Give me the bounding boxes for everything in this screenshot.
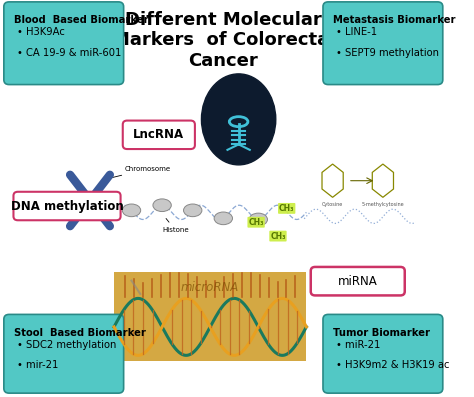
FancyBboxPatch shape — [311, 267, 405, 295]
Ellipse shape — [249, 213, 267, 226]
Ellipse shape — [214, 212, 232, 225]
Ellipse shape — [84, 196, 96, 205]
Ellipse shape — [122, 204, 141, 217]
Text: • LINE-1: • LINE-1 — [336, 27, 377, 37]
Text: Cytosine: Cytosine — [322, 202, 343, 207]
Text: miRNA: miRNA — [338, 275, 378, 288]
Text: • SEPT9 methylation: • SEPT9 methylation — [336, 48, 439, 58]
Text: CH₃: CH₃ — [270, 231, 286, 241]
FancyBboxPatch shape — [13, 192, 120, 220]
FancyBboxPatch shape — [323, 2, 443, 85]
FancyBboxPatch shape — [4, 2, 124, 85]
Text: 5-methylcytosine: 5-methylcytosine — [362, 202, 404, 207]
Text: DNA methylation: DNA methylation — [10, 200, 123, 212]
Text: Tumor Biomarker: Tumor Biomarker — [334, 328, 430, 338]
Ellipse shape — [183, 204, 202, 217]
Text: Histone: Histone — [162, 218, 189, 233]
Text: • CA 19-9 & miR-601: • CA 19-9 & miR-601 — [17, 48, 121, 58]
Text: Blood  Based Biomarker: Blood Based Biomarker — [14, 15, 149, 25]
FancyBboxPatch shape — [123, 121, 195, 149]
Text: Metastasis Biomarker: Metastasis Biomarker — [334, 15, 456, 25]
Text: Different Molecular
Markers  of Colorectal
Cancer: Different Molecular Markers of Colorecta… — [112, 11, 335, 70]
Text: Chromosome: Chromosome — [110, 166, 171, 178]
FancyBboxPatch shape — [323, 314, 443, 393]
Text: • miR-21: • miR-21 — [336, 340, 381, 350]
Text: CH₃: CH₃ — [279, 204, 294, 213]
FancyBboxPatch shape — [4, 314, 124, 393]
Text: • H3K9Ac: • H3K9Ac — [17, 27, 65, 37]
Text: Stool  Based Biomarker: Stool Based Biomarker — [14, 328, 146, 338]
Text: • mir-21: • mir-21 — [17, 360, 58, 370]
Text: • SDC2 methylation: • SDC2 methylation — [17, 340, 116, 350]
Text: • H3K9m2 & H3K19 ac: • H3K9m2 & H3K19 ac — [336, 360, 450, 370]
Text: microRNA: microRNA — [181, 281, 239, 294]
Text: CH₃: CH₃ — [248, 218, 264, 227]
Ellipse shape — [153, 199, 171, 212]
Ellipse shape — [201, 74, 276, 165]
FancyBboxPatch shape — [114, 272, 306, 361]
Text: LncRNA: LncRNA — [133, 128, 184, 141]
